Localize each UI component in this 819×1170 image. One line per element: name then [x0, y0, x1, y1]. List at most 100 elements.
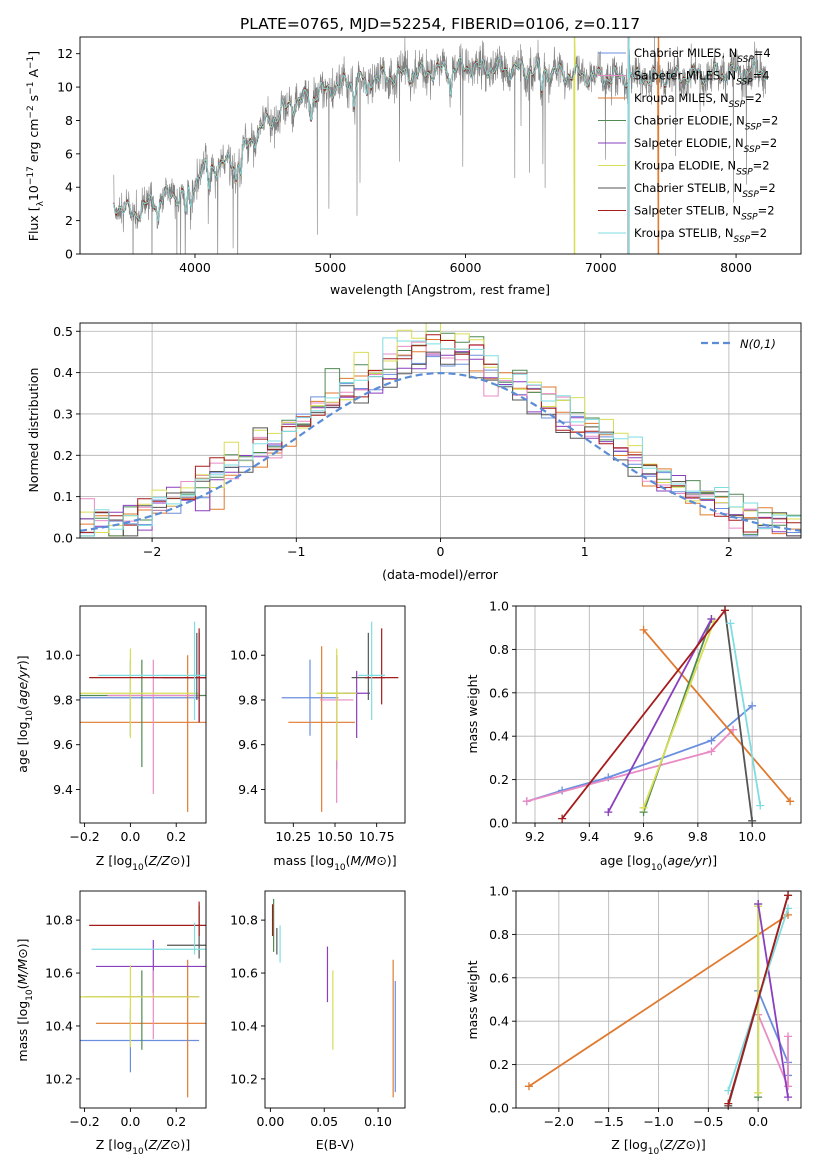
weight-marker: [784, 1082, 793, 1091]
y-tick-label: 0.8: [489, 927, 509, 942]
weight-marker: [754, 900, 763, 909]
legend-label: Chabrier STELIB, NSSP=2: [634, 181, 776, 200]
y-tick-label: 10.2: [45, 1071, 73, 1086]
panels: 4000 5000 6000 7000 8000024681012wavelength …: [15, 36, 802, 1157]
x-tick-label: −0.2: [69, 1114, 99, 1129]
weight_vs_age-axes: 9.2 9.4 9.6 9.8 10.0 0.0 0.2 0.4 0.6 0.8 1.0 age [l…: [465, 599, 801, 873]
y-tick-label: 0.1: [53, 489, 73, 504]
y-tick-label: 0.4: [53, 365, 73, 380]
x-tick-label: −2: [143, 544, 161, 559]
errorbar-point: [365, 628, 399, 705]
errorbar-point: [288, 646, 355, 812]
weight-marker: [784, 904, 793, 913]
weight-marker: [707, 747, 716, 756]
weight-line: [757, 903, 789, 1098]
x-tick-label: 10.75: [359, 829, 395, 844]
errorbar-point: [80, 965, 200, 1048]
residual-ylabel: Normed distribution: [26, 368, 41, 493]
weight-line: [727, 895, 789, 1104]
x-tick-label: 10.25: [275, 829, 311, 844]
weight-marker: [524, 1082, 533, 1091]
x-tick-label: 10.0: [738, 829, 766, 844]
legend-label: Salpeter MILES, NSSP=4: [634, 69, 770, 88]
weight-age-xlabel: age [log10(age/yr)]: [600, 853, 717, 873]
weight-marker: [748, 816, 757, 825]
weight-marker: [756, 801, 765, 810]
y-tick-label: 0.2: [53, 448, 73, 463]
residuals-axes: −2 −1 0 1 2 0.0 0.1 0.2 0.3 0.4 0.5 (data-model)/er…: [26, 323, 801, 582]
weight-marker: [726, 619, 735, 628]
y-tick-label: 1.0: [489, 599, 509, 614]
y-tick-label: 0.0: [53, 531, 73, 546]
spectrum-axes: 4000 5000 6000 7000 8000 0 2 4 6 8 10 12 wavelength …: [26, 46, 752, 297]
x-tick-label: 9.6: [634, 829, 654, 844]
figure-title: PLATE=0765, MJD=52254, FIBERID=0106, z=0…: [240, 15, 640, 33]
x-tick-label: 0: [437, 544, 445, 559]
weight-marker: [748, 701, 757, 710]
y-tick-label: 10.0: [45, 648, 73, 663]
weight_vs_Z-frame: [515, 890, 802, 1109]
weight-line: [561, 609, 726, 820]
x-tick-label: 9.2: [525, 829, 545, 844]
x-tick-label: −0.2: [69, 829, 99, 844]
weight-age-ylabel: mass weight: [465, 674, 480, 753]
mass-Z-xlabel: Z [log10(Z/Z⊙)]: [96, 1137, 190, 1157]
errorbar-point: [281, 659, 339, 736]
weight_vs_age-frame: [515, 605, 802, 824]
y-tick-label: 2: [65, 213, 73, 228]
weight-line: [607, 618, 713, 813]
weight-Z-ylabel: mass weight: [465, 960, 480, 1039]
age-mass-xlabel: mass [log10(M/M⊙)]: [273, 853, 396, 873]
errorbar-point: [80, 655, 206, 812]
legend-label: Kroupa STELIB, NSSP=2: [634, 226, 767, 245]
residual-xlabel: (data-model)/error: [382, 567, 499, 582]
y-tick-label: 10.2: [230, 1071, 258, 1086]
x-tick-label: 5000: [314, 260, 346, 275]
x-tick-label: 0.10: [364, 1114, 392, 1129]
spectrum-ylabel: Flux [λ10−17 erg cm−2 s−1 A−1]: [26, 51, 46, 241]
weight-marker: [724, 1099, 733, 1108]
spectrum-frame: [79, 36, 802, 255]
weight-marker: [639, 803, 648, 812]
weight-marker: [729, 725, 738, 734]
y-tick-label: 9.6: [238, 737, 258, 752]
legend-label: Kroupa ELODIE, NSSP=2: [634, 159, 770, 178]
weight-marker: [784, 1032, 793, 1041]
legend-label: Salpeter ELODIE, NSSP=2: [634, 136, 777, 155]
y-tick-label: 0.5: [53, 324, 73, 339]
y-tick-label: 0.6: [489, 685, 509, 700]
legend-label: N(0,1): [740, 337, 776, 351]
errorbar-point: [107, 659, 200, 794]
y-tick-label: 0.0: [489, 816, 509, 831]
x-tick-label: 0.0: [748, 1114, 768, 1129]
y-tick-label: 10.8: [45, 913, 73, 928]
y-tick-label: 9.8: [53, 692, 73, 707]
x-tick-label: −2.0: [544, 1114, 574, 1129]
mass_vs_EBV-axes: 0.00 0.05 0.10 10.2 10.4 10.6 10.8 E(B-V): [230, 913, 392, 1152]
x-tick-label: 0.0: [120, 1114, 140, 1129]
weight-Z-xlabel: Z [log10(Z/Z⊙)]: [611, 1137, 705, 1157]
x-tick-label: 1: [581, 544, 589, 559]
age_vs_mass-axes: 10.25 10.50 10.75 9.4 9.6 9.8 10.0 mass [log10(…: [230, 648, 396, 873]
y-tick-label: 10.8: [230, 913, 258, 928]
y-tick-label: 10.0: [230, 648, 258, 663]
y-tick-label: 9.8: [238, 692, 258, 707]
y-tick-label: 0.6: [489, 970, 509, 985]
y-tick-label: 9.4: [53, 782, 73, 797]
y-tick-label: 9.6: [53, 737, 73, 752]
spectrum-model-line: [113, 37, 767, 254]
x-tick-label: 8000: [720, 260, 752, 275]
errorbar-point: [89, 901, 206, 936]
spectrum-xlabel: wavelength [Angstrom, rest frame]: [330, 282, 550, 297]
weight-marker: [786, 797, 795, 806]
weight-line: [642, 620, 715, 809]
residual-histogram: [80, 337, 801, 538]
weight-marker: [754, 1088, 763, 1097]
y-tick-label: 4: [65, 180, 73, 195]
x-tick-label: 0.0: [120, 829, 140, 844]
mass_vs_EBV-frame: [264, 890, 406, 1109]
legend-label: Chabrier ELODIE, NSSP=2: [634, 114, 778, 133]
x-tick-label: 4000: [179, 260, 211, 275]
y-tick-label: 0.0: [489, 1101, 509, 1116]
